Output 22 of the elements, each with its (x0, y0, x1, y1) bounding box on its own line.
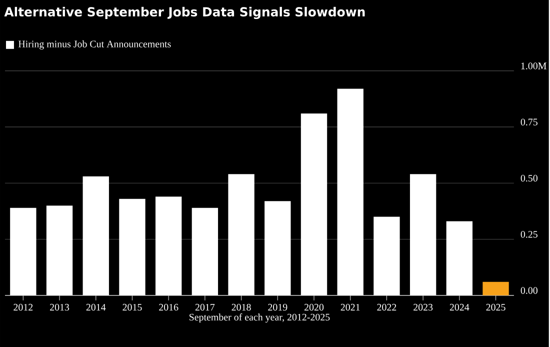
x-tick-label: 2023 (414, 304, 433, 310)
y-tick-label: 0.50 (520, 174, 538, 182)
x-tick-label: 2015 (122, 304, 142, 310)
y-tick-label: 0.25 (520, 230, 538, 238)
x-tick-label: 2024 (450, 304, 470, 310)
y-tick-label: 0.00 (520, 286, 538, 294)
x-tick-label: 2025 (486, 304, 506, 310)
y-tick-label: 0.75 (520, 118, 538, 126)
x-tick-label: 2018 (232, 304, 251, 310)
x-tick-label: 2021 (340, 304, 360, 310)
y-tick-label: 1.00M (521, 62, 546, 70)
x-tick-label: 2012 (14, 304, 33, 310)
x-tick-label: 2017 (195, 304, 215, 310)
x-tick-label: 2020 (304, 304, 324, 310)
x-tick-label: 2022 (377, 304, 396, 310)
x-tick-label: 2014 (86, 304, 106, 310)
x-tick-label: 2016 (159, 304, 178, 310)
x-axis-title: September of each year, 2012-2025 (190, 313, 330, 322)
x-tick-label: 2013 (50, 304, 70, 310)
x-tick-label: 2019 (268, 304, 288, 310)
chart-title: Alternative September Jobs Data Signals Slowdown (4, 6, 365, 19)
legend-label: Hiring minus Job Cut Announcements (18, 40, 171, 50)
